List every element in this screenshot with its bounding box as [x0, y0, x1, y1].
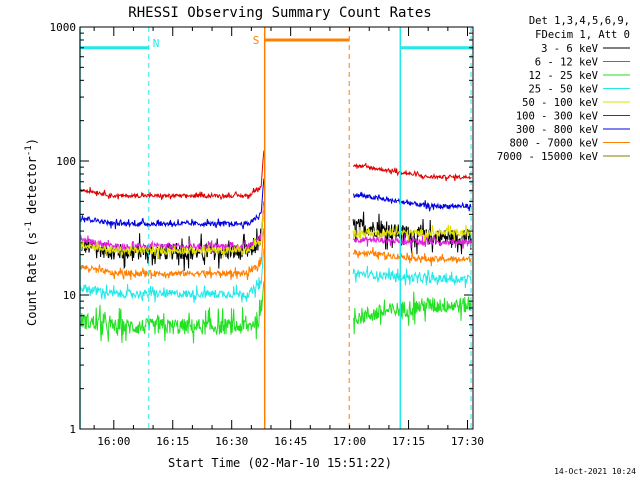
x-tick-label: 16:45 [274, 435, 307, 448]
saa-bar-label: S [253, 34, 260, 47]
x-tick-label: 16:00 [97, 435, 130, 448]
y-tick-label: 1000 [50, 21, 77, 34]
series-line-5 [79, 150, 472, 201]
legend: Det 1,3,4,5,6,9, FDecim 1, Att 0 3 - 6 k… [497, 15, 630, 163]
night-bar-label: N [153, 37, 160, 50]
legend-label: 25 - 50 keV [528, 84, 598, 96]
series-line-2 [79, 281, 472, 344]
footer-timestamp: 14-Oct-2021 10:24 [554, 467, 636, 476]
chart-title: RHESSI Observing Summary Count Rates [128, 5, 431, 21]
legend-label: 3 - 6 keV [541, 43, 599, 55]
legend-header-line-2: FDecim 1, Att 0 [535, 29, 630, 41]
series-line-3 [79, 248, 472, 303]
y-tick-label: 1 [69, 423, 76, 436]
series-line-1 [79, 201, 472, 254]
legend-label: 12 - 25 keV [528, 70, 598, 82]
legend-label: 800 - 7000 keV [509, 138, 598, 150]
x-tick-label: 17:00 [333, 435, 366, 448]
y-axis-label: Count Rate (s-1 detector-1) [24, 138, 39, 326]
x-tick-label: 17:15 [392, 435, 425, 448]
series-line-7 [79, 228, 472, 281]
x-tick-label: 16:30 [215, 435, 248, 448]
x-tick-label: 16:15 [156, 435, 189, 448]
series-line-4 [79, 205, 472, 259]
legend-label: 6 - 12 keV [535, 57, 599, 69]
series-line-6 [79, 178, 472, 230]
legend-header-line-1: Det 1,3,4,5,6,9, [529, 15, 630, 27]
legend-label: 7000 - 15000 keV [497, 151, 599, 163]
legend-label: 300 - 800 keV [516, 124, 599, 136]
legend-label: 100 - 300 keV [516, 111, 599, 123]
legend-label: 50 - 100 keV [522, 97, 599, 109]
y-tick-label: 100 [56, 155, 76, 168]
x-axis-label: Start Time (02-Mar-10 15:51:22) [168, 456, 392, 470]
plot-frame [79, 26, 474, 430]
y-tick-label: 10 [63, 289, 76, 302]
axes: 1 10 100 1000 16:00 16:15 16:30 16:45 17:00 17:15… [50, 21, 485, 448]
x-tick-label: 17:30 [451, 435, 484, 448]
